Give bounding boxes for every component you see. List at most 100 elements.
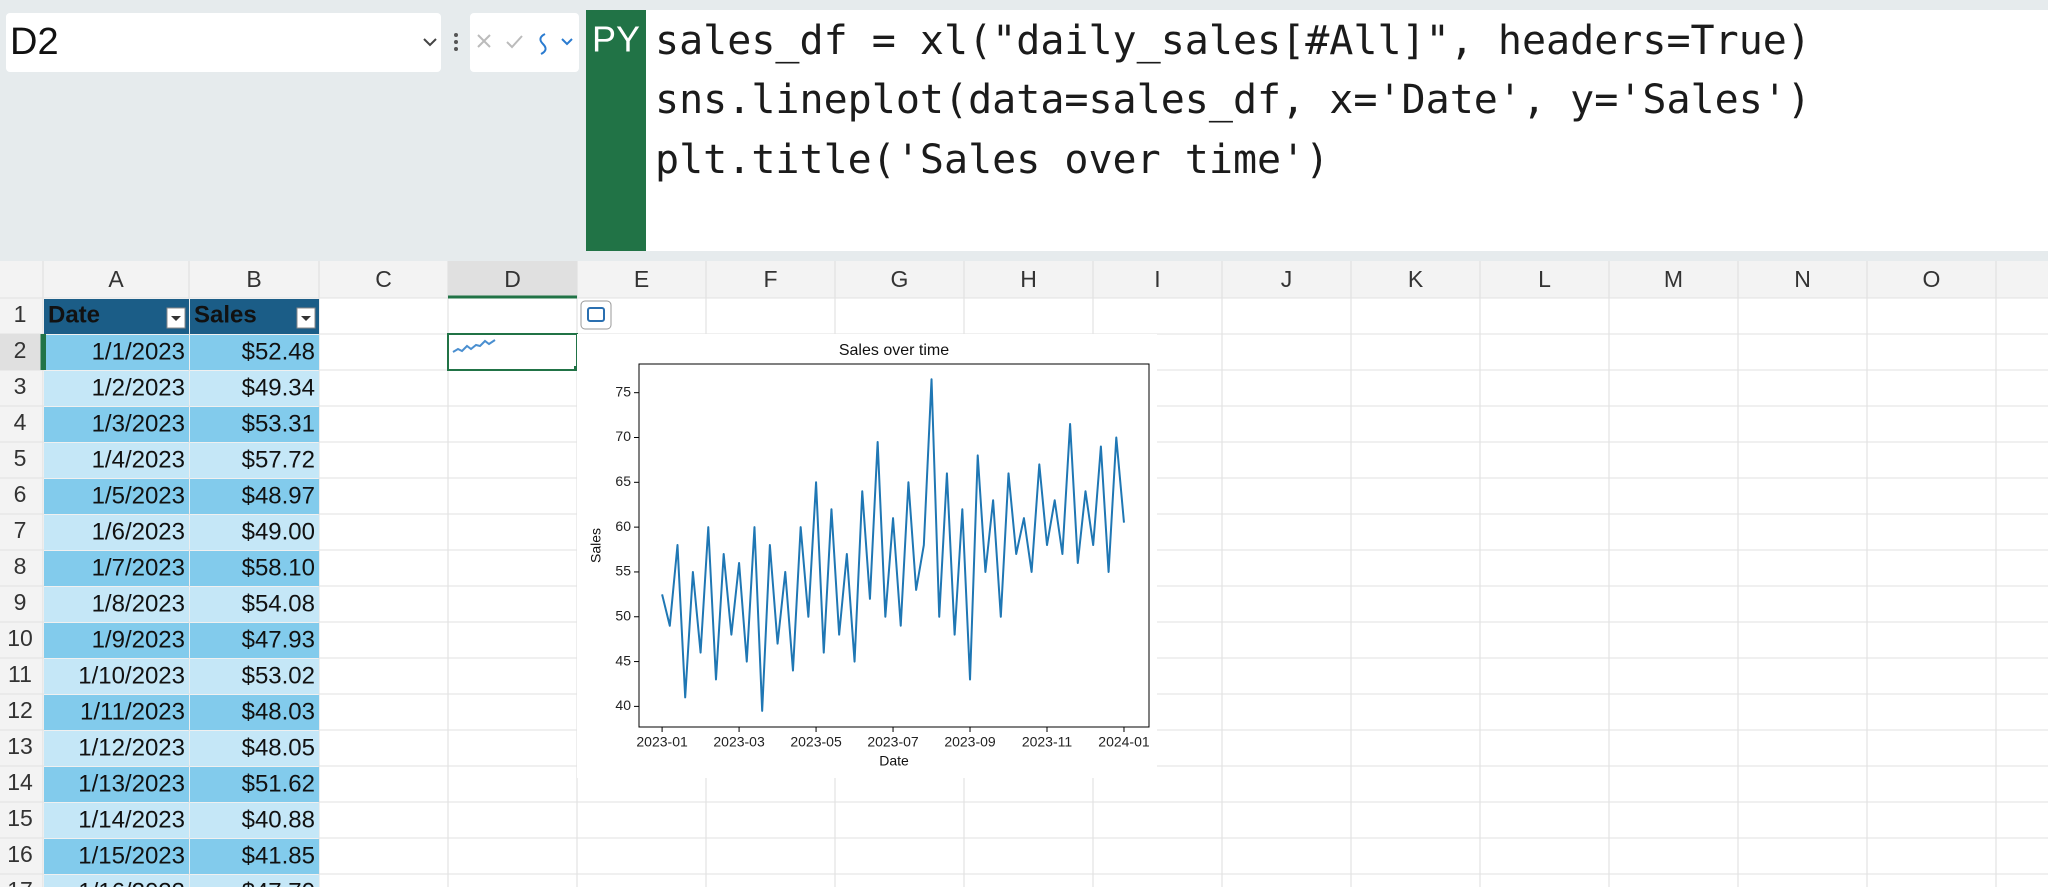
table-cell[interactable]: 1/5/2023 xyxy=(92,482,185,509)
table-cell[interactable]: $53.02 xyxy=(242,662,315,689)
row-number[interactable]: 1 xyxy=(14,301,27,327)
column-header[interactable]: K xyxy=(1408,266,1424,292)
output-type-button[interactable] xyxy=(539,33,573,55)
x-tick-label: 2024-01 xyxy=(1098,734,1150,750)
table-cell[interactable]: 1/9/2023 xyxy=(92,626,185,653)
column-header[interactable]: C xyxy=(375,266,392,292)
y-tick-label: 70 xyxy=(615,428,631,444)
row-number[interactable]: 3 xyxy=(14,373,27,399)
x-tick-label: 2023-11 xyxy=(1022,734,1073,750)
column-header[interactable]: D xyxy=(504,266,521,292)
column-header[interactable]: G xyxy=(891,266,909,292)
formula-line: sns.lineplot(data=sales_df, x='Date', y=… xyxy=(655,77,1811,123)
table-cell[interactable]: 1/1/2023 xyxy=(92,338,185,365)
table-cell[interactable]: 1/4/2023 xyxy=(92,446,185,473)
column-header[interactable]: O xyxy=(1923,266,1941,292)
table-cell-background xyxy=(44,623,189,658)
table-cell-background xyxy=(190,335,319,370)
row-number[interactable]: 9 xyxy=(14,589,27,615)
formula-editor[interactable] xyxy=(646,10,2048,251)
row-number[interactable]: 4 xyxy=(14,409,27,435)
table-cell[interactable]: 1/11/2023 xyxy=(80,698,185,725)
cancel-button[interactable] xyxy=(477,34,491,48)
column-header[interactable]: M xyxy=(1664,266,1683,292)
table-cell[interactable]: 1/10/2023 xyxy=(78,662,185,689)
table-cell-background xyxy=(44,767,189,802)
row-number[interactable]: 2 xyxy=(14,337,27,363)
table-cell[interactable]: $51.62 xyxy=(242,770,315,797)
x-tick-label: 2023-03 xyxy=(713,734,765,750)
more-dots[interactable] xyxy=(454,33,458,51)
row-number[interactable]: 6 xyxy=(14,481,27,507)
selected-row-header xyxy=(0,334,43,370)
table-cell[interactable]: $52.48 xyxy=(242,338,315,365)
row-number[interactable]: 12 xyxy=(7,697,33,723)
table-cell-background xyxy=(190,875,319,887)
column-header[interactable]: L xyxy=(1538,266,1551,292)
table-cell[interactable]: $48.03 xyxy=(242,698,315,725)
table-cell[interactable]: $57.72 xyxy=(242,446,315,473)
table-cell[interactable]: $48.97 xyxy=(242,482,315,509)
column-header[interactable]: N xyxy=(1794,266,1811,292)
table-cell[interactable]: $49.00 xyxy=(242,518,315,545)
table-cell-background xyxy=(44,731,189,766)
plot-frame xyxy=(638,363,1150,728)
row-number[interactable]: 8 xyxy=(14,553,27,579)
selected-column-header xyxy=(448,261,577,298)
enter-button[interactable] xyxy=(506,35,523,49)
image-card-icon xyxy=(587,307,605,322)
column-header[interactable]: H xyxy=(1020,266,1037,292)
column-header[interactable]: J xyxy=(1281,266,1293,292)
table-cell-background xyxy=(190,695,319,730)
row-number[interactable]: 14 xyxy=(7,769,33,795)
column-header[interactable]: A xyxy=(108,266,124,292)
table-cell[interactable]: 1/14/2023 xyxy=(78,806,185,833)
row-number[interactable]: 15 xyxy=(7,805,33,831)
table-cell[interactable]: 1/16/2023 xyxy=(78,878,185,887)
formula-line: plt.title('Sales over time') xyxy=(655,137,1329,183)
name-box-chevron[interactable] xyxy=(423,38,437,47)
table-cell[interactable]: $47.70 xyxy=(242,878,315,887)
table-cell[interactable]: $54.08 xyxy=(242,590,315,617)
table-cell[interactable]: 1/3/2023 xyxy=(92,410,185,437)
table-cell[interactable]: 1/8/2023 xyxy=(92,590,185,617)
row-number[interactable]: 11 xyxy=(8,661,32,687)
table-header-text: Sales xyxy=(194,301,257,328)
table-cell[interactable]: 1/2/2023 xyxy=(92,374,185,401)
table-cell-background xyxy=(190,371,319,406)
table-cell-background xyxy=(44,659,189,694)
selected-cell[interactable] xyxy=(447,333,578,371)
column-header[interactable]: F xyxy=(763,266,777,292)
table-cell[interactable]: $40.88 xyxy=(242,806,315,833)
row-header-bar xyxy=(0,298,43,887)
row-number[interactable]: 10 xyxy=(7,625,33,651)
table-cell[interactable]: $48.05 xyxy=(242,734,315,761)
column-header[interactable]: I xyxy=(1154,266,1160,292)
table-cell[interactable]: 1/13/2023 xyxy=(78,770,185,797)
filter-arrow xyxy=(301,316,311,321)
table-cell[interactable]: 1/7/2023 xyxy=(92,554,185,581)
table-cell-background xyxy=(190,587,319,622)
table-cell[interactable]: 1/6/2023 xyxy=(92,518,185,545)
table-cell[interactable]: $53.31 xyxy=(242,410,315,437)
row-number[interactable]: 13 xyxy=(7,733,33,759)
row-number[interactable]: 7 xyxy=(14,517,27,543)
table-cell[interactable]: $58.10 xyxy=(242,554,315,581)
table-cell-background xyxy=(44,803,189,838)
y-tick-label: 75 xyxy=(615,383,631,399)
column-header[interactable]: E xyxy=(634,266,649,292)
row-number[interactable]: 17 xyxy=(7,877,33,887)
table-cell[interactable]: $49.34 xyxy=(242,374,315,401)
table-cell-background xyxy=(44,479,189,514)
table-cell[interactable]: 1/12/2023 xyxy=(78,734,185,761)
image-card-button[interactable] xyxy=(580,300,612,330)
name-box[interactable] xyxy=(6,13,441,72)
row-number[interactable]: 5 xyxy=(14,445,27,471)
table-cell[interactable]: $47.93 xyxy=(242,626,315,653)
row-number[interactable]: 16 xyxy=(7,841,33,867)
table-cell[interactable]: 1/15/2023 xyxy=(78,842,185,869)
column-header[interactable]: B xyxy=(246,266,261,292)
table-cell-background xyxy=(190,551,319,586)
table-cell[interactable]: $41.85 xyxy=(242,842,315,869)
